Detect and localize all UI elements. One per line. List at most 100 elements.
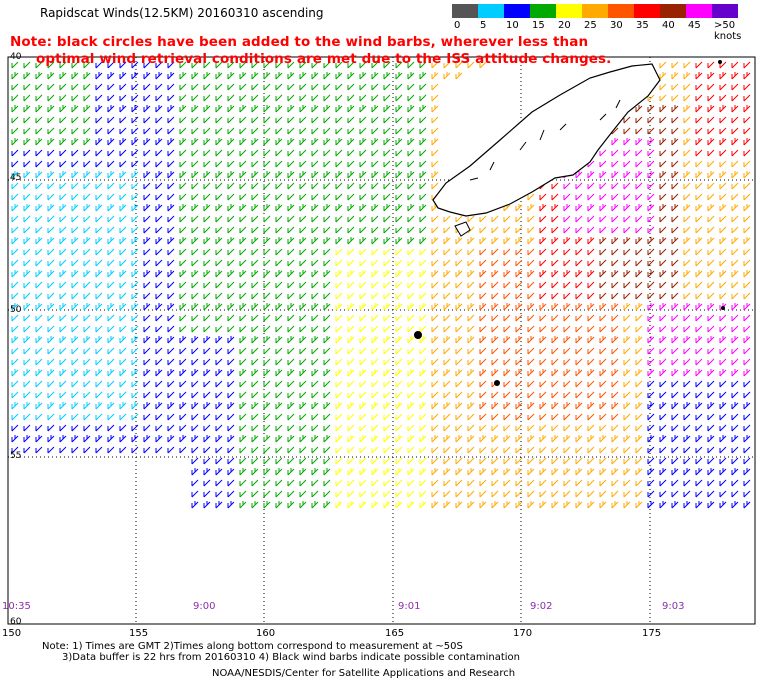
wind-barb	[635, 336, 643, 344]
wind-barb	[503, 226, 511, 234]
wind-barb	[419, 457, 427, 465]
wind-barb	[419, 292, 427, 300]
wind-barb	[239, 424, 247, 432]
wind-barb	[587, 501, 595, 509]
wind-barb	[47, 160, 55, 168]
wind-barb	[695, 226, 703, 234]
wind-barb	[35, 292, 43, 300]
wind-barb	[647, 105, 655, 113]
wind-barb	[719, 501, 727, 509]
wind-barb	[143, 116, 151, 124]
wind-barb	[623, 160, 631, 168]
wind-barb	[515, 281, 523, 289]
wind-barb	[179, 160, 187, 168]
wind-barb	[95, 138, 103, 146]
wind-barb	[59, 435, 67, 443]
wind-barb	[443, 325, 451, 333]
wind-barb	[599, 446, 607, 454]
wind-barb	[215, 347, 223, 355]
wind-barb	[167, 413, 175, 421]
wind-barb	[107, 149, 115, 157]
wind-barb	[431, 281, 439, 289]
wind-barb	[239, 72, 247, 80]
wind-barb	[527, 281, 535, 289]
legend-swatch	[686, 4, 712, 18]
wind-barb	[11, 270, 19, 278]
wind-barb	[143, 182, 151, 190]
wind-barb	[575, 435, 583, 443]
wind-barb	[11, 325, 19, 333]
wind-barb	[203, 127, 211, 135]
wind-barb	[623, 237, 631, 245]
wind-barb	[11, 116, 19, 124]
wind-barb	[251, 61, 259, 69]
wind-barb	[311, 149, 319, 157]
wind-barb	[455, 424, 463, 432]
wind-barb	[167, 391, 175, 399]
wind-barb	[299, 325, 307, 333]
wind-barb	[203, 94, 211, 102]
wind-barb	[323, 479, 331, 487]
wind-barb	[635, 248, 643, 256]
wind-barb	[563, 347, 571, 355]
wind-barb	[731, 325, 739, 333]
wind-barb	[395, 435, 403, 443]
wind-barb	[299, 490, 307, 498]
wind-barb	[215, 138, 223, 146]
wind-barb	[515, 292, 523, 300]
wind-barb	[611, 237, 619, 245]
wind-barb	[335, 380, 343, 388]
wind-barb	[263, 149, 271, 157]
wind-barb	[563, 446, 571, 454]
wind-barb	[575, 468, 583, 476]
wind-barb	[323, 325, 331, 333]
wind-barb	[503, 479, 511, 487]
wind-barb	[323, 501, 331, 509]
wind-barb	[419, 226, 427, 234]
wind-barb	[119, 193, 127, 201]
wind-barb	[23, 248, 31, 256]
wind-barb	[59, 292, 67, 300]
wind-barb	[515, 336, 523, 344]
wind-barb	[371, 391, 379, 399]
wind-barb	[551, 325, 559, 333]
wind-barb	[491, 490, 499, 498]
wind-barb	[227, 215, 235, 223]
wind-barb	[647, 435, 655, 443]
wind-barb	[695, 193, 703, 201]
wind-barb	[707, 457, 715, 465]
wind-barb	[527, 402, 535, 410]
wind-barb	[323, 303, 331, 311]
wind-barb	[131, 61, 139, 69]
wind-barb	[215, 72, 223, 80]
wind-barb	[683, 446, 691, 454]
wind-barb	[299, 358, 307, 366]
wind-barb	[467, 259, 475, 267]
wind-barb	[695, 347, 703, 355]
wind-barb	[299, 237, 307, 245]
wind-barb	[347, 204, 355, 212]
wind-barb	[71, 402, 79, 410]
wind-barb	[131, 413, 139, 421]
wind-barb	[263, 61, 271, 69]
wind-barb	[443, 237, 451, 245]
wind-barb	[191, 215, 199, 223]
islands	[414, 60, 725, 386]
wind-barb	[419, 336, 427, 344]
wind-barb	[479, 402, 487, 410]
wind-barb	[419, 182, 427, 190]
wind-barb	[287, 314, 295, 322]
wind-barb	[167, 149, 175, 157]
wind-barb	[167, 61, 175, 69]
wind-barb	[371, 72, 379, 80]
wind-barb	[455, 468, 463, 476]
wind-barb	[431, 468, 439, 476]
wind-barb	[551, 336, 559, 344]
wind-barb	[743, 226, 751, 234]
wind-barb	[215, 171, 223, 179]
wind-barb	[419, 501, 427, 509]
wind-barb	[335, 72, 343, 80]
wind-barb	[359, 369, 367, 377]
wind-barb	[623, 402, 631, 410]
wind-barb	[527, 325, 535, 333]
